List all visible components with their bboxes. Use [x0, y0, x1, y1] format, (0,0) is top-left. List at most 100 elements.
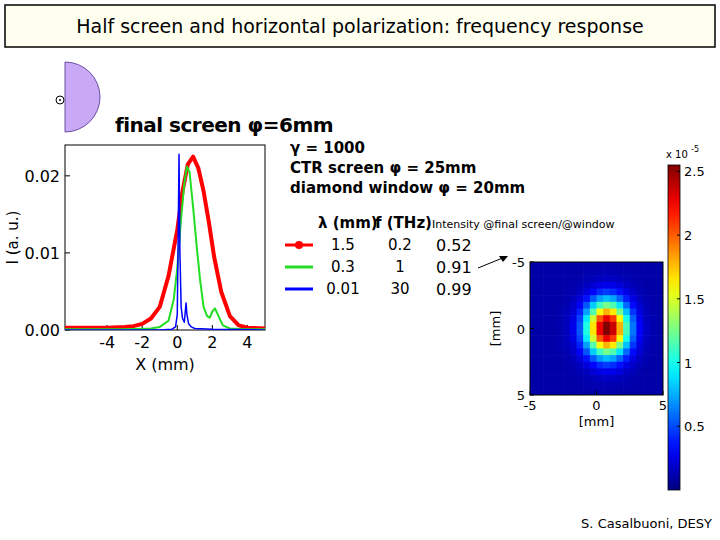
heat-cell	[590, 355, 597, 362]
heat-cell	[537, 375, 544, 382]
heat-cell	[643, 315, 650, 322]
heat-cell	[616, 348, 623, 355]
heat-cell	[623, 269, 630, 276]
heat-cell	[643, 275, 650, 282]
heat-cell	[616, 329, 623, 336]
x-tick-label: 5	[659, 398, 667, 413]
heat-cell	[557, 329, 564, 336]
heat-cell	[650, 329, 657, 336]
heat-cell	[630, 388, 637, 395]
heat-cell	[530, 289, 537, 296]
y-tick-label: 0	[517, 322, 525, 337]
heat-cell	[636, 388, 643, 395]
heat-cell	[623, 309, 630, 316]
legend-header: f (THz)	[375, 214, 432, 232]
heat-cell	[530, 375, 537, 382]
heat-cell	[630, 348, 637, 355]
y-tick-label: 0.02	[24, 167, 60, 186]
heat-cell	[650, 282, 657, 289]
heat-cell	[656, 329, 663, 336]
heat-cell	[557, 295, 564, 302]
colorbar-tick-label: 2	[684, 228, 692, 243]
heat-cell	[616, 388, 623, 395]
heat-cell	[537, 269, 544, 276]
heat-cell	[610, 342, 617, 349]
heat-cell	[656, 309, 663, 316]
heat-cell	[650, 322, 657, 329]
heat-cell	[650, 309, 657, 316]
heat-cell	[550, 388, 557, 395]
heat-cell	[610, 388, 617, 395]
heat-cell	[650, 269, 657, 276]
heat-cell	[630, 269, 637, 276]
legend-frequency: 1	[395, 258, 405, 276]
heat-cell	[590, 329, 597, 336]
heat-cell	[630, 335, 637, 342]
heat-cell	[543, 295, 550, 302]
heat-cell	[650, 388, 657, 395]
heat-cell	[610, 348, 617, 355]
x-tick	[530, 391, 531, 395]
heat-cell	[577, 335, 584, 342]
heat-cell	[530, 382, 537, 389]
heat-cell	[643, 375, 650, 382]
heat-cell	[603, 329, 610, 336]
heat-cell	[603, 368, 610, 375]
x-tick-label: 4	[242, 333, 252, 352]
heat-cell	[643, 362, 650, 369]
heat-cell	[537, 322, 544, 329]
heat-cell	[610, 282, 617, 289]
legend-intensity: 0.99	[436, 280, 472, 299]
heat-cell	[636, 368, 643, 375]
heat-cell	[616, 375, 623, 382]
heat-cell	[557, 375, 564, 382]
heat-cell	[643, 368, 650, 375]
heat-cell	[550, 348, 557, 355]
heat-cell	[597, 382, 604, 389]
heat-cell	[583, 355, 590, 362]
colorbar-tick	[677, 298, 680, 299]
heat-cell	[597, 348, 604, 355]
heat-cell	[543, 282, 550, 289]
heat-cell	[590, 368, 597, 375]
legend-intensity: 0.52	[436, 236, 472, 255]
heat-cell	[563, 282, 570, 289]
beam-icon-dot	[59, 99, 61, 101]
heat-cell	[630, 295, 637, 302]
heat-cell	[543, 322, 550, 329]
heat-cell	[656, 388, 663, 395]
heat-cell	[537, 362, 544, 369]
heat-cell	[636, 282, 643, 289]
heat-cell	[650, 342, 657, 349]
heat-cell	[597, 282, 604, 289]
heat-cell	[550, 275, 557, 282]
heat-cell	[623, 355, 630, 362]
heat-cell	[550, 355, 557, 362]
heat-cell	[590, 282, 597, 289]
heat-cell	[623, 329, 630, 336]
y-axis-title: I (a. u.)	[4, 211, 22, 265]
heat-cell	[610, 375, 617, 382]
heat-cell	[563, 342, 570, 349]
heat-cell	[643, 329, 650, 336]
heat-cell	[570, 322, 577, 329]
annotation: CTR screen φ = 25mm	[290, 159, 476, 177]
series-group	[65, 154, 265, 330]
heat-cell	[643, 355, 650, 362]
heat-cell	[543, 289, 550, 296]
heat-cell	[603, 382, 610, 389]
heat-cell	[623, 282, 630, 289]
heat-cell	[656, 335, 663, 342]
annotation: diamond window φ = 20mm	[290, 179, 525, 197]
heat-cell	[603, 342, 610, 349]
heat-cell	[603, 309, 610, 316]
slide-title: Half screen and horizontal polarization:…	[76, 15, 644, 37]
heat-cell	[550, 362, 557, 369]
heat-cell	[577, 275, 584, 282]
heat-cell	[616, 309, 623, 316]
heat-cell	[630, 375, 637, 382]
heat-cell	[603, 362, 610, 369]
half-screen-icon	[65, 62, 100, 132]
heat-cell	[590, 295, 597, 302]
heat-cell	[557, 342, 564, 349]
